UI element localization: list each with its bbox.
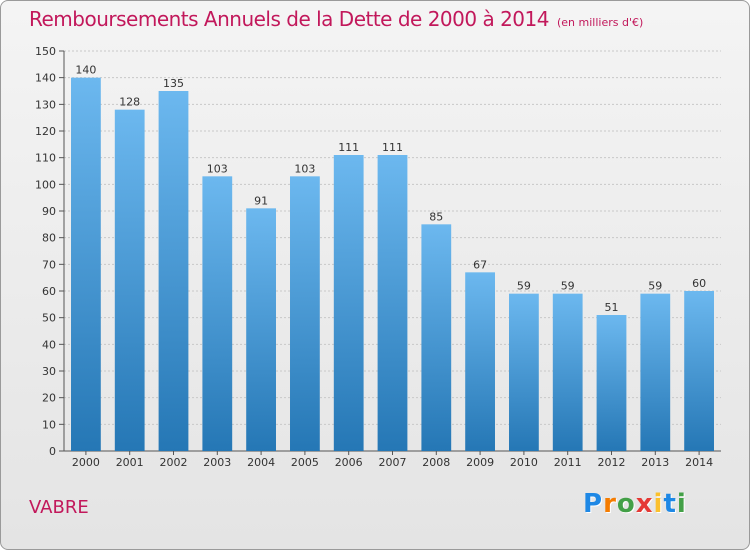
x-tick-label: 2002 xyxy=(160,456,188,469)
y-tick-label: 140 xyxy=(35,72,56,85)
proxiti-logo: Proxiti xyxy=(583,489,687,519)
data-label: 128 xyxy=(119,96,140,109)
x-tick-label: 2001 xyxy=(116,456,144,469)
bar xyxy=(596,315,627,451)
bar xyxy=(114,109,145,452)
data-label: 60 xyxy=(692,277,706,290)
bar xyxy=(465,272,495,451)
bar xyxy=(158,91,189,451)
data-label: 67 xyxy=(473,258,487,271)
data-label: 103 xyxy=(207,162,228,175)
logo-letter: i xyxy=(676,489,687,519)
logo-letter: x xyxy=(635,489,654,519)
y-tick-label: 90 xyxy=(42,205,56,218)
y-tick-label: 80 xyxy=(42,232,56,245)
x-tick-label: 2013 xyxy=(641,456,669,469)
y-tick-label: 130 xyxy=(35,98,56,111)
logo-letter: i xyxy=(653,489,664,519)
bar xyxy=(290,176,320,452)
x-tick-label: 2010 xyxy=(510,456,538,469)
data-label: 103 xyxy=(294,162,315,175)
logo-letter: r xyxy=(603,489,617,519)
bar xyxy=(71,77,101,452)
data-label: 140 xyxy=(75,64,96,77)
x-tick-label: 2006 xyxy=(335,456,363,469)
bar xyxy=(509,293,539,451)
x-tick-label: 2005 xyxy=(291,456,319,469)
y-tick-label: 60 xyxy=(42,285,56,298)
x-tick-label: 2011 xyxy=(554,456,582,469)
x-tick-label: 2009 xyxy=(466,456,494,469)
y-tick-label: 0 xyxy=(49,445,56,458)
y-tick-label: 10 xyxy=(42,418,56,431)
x-tick-label: 2003 xyxy=(203,456,231,469)
data-label: 59 xyxy=(517,280,531,293)
x-tick-label: 2004 xyxy=(247,456,275,469)
data-label: 91 xyxy=(254,194,268,207)
commune-name: VABRE xyxy=(29,497,89,518)
bar xyxy=(421,224,452,451)
chart-subtitle: (en milliers d'€) xyxy=(556,16,644,29)
x-tick-label: 2014 xyxy=(685,456,713,469)
data-label: 111 xyxy=(338,141,359,154)
data-label: 135 xyxy=(163,77,184,90)
x-tick-label: 2012 xyxy=(598,456,626,469)
y-tick-label: 70 xyxy=(42,258,56,271)
data-label: 85 xyxy=(429,210,443,223)
bar xyxy=(202,176,233,452)
logo-letter: o xyxy=(616,489,636,519)
chart-title-text: Remboursements Annuels de la Dette de 20… xyxy=(29,7,549,31)
data-label: 111 xyxy=(382,141,403,154)
data-label: 59 xyxy=(561,280,575,293)
bar xyxy=(640,293,671,451)
bar xyxy=(333,155,364,451)
y-tick-label: 110 xyxy=(35,152,56,165)
y-tick-label: 30 xyxy=(42,365,56,378)
y-tick-label: 100 xyxy=(35,178,56,191)
y-tick-label: 150 xyxy=(35,45,56,58)
y-tick-label: 50 xyxy=(42,312,56,325)
y-tick-label: 20 xyxy=(42,392,56,405)
logo-letter: t xyxy=(663,489,677,519)
bar xyxy=(684,291,714,451)
bar xyxy=(246,208,276,451)
data-label: 51 xyxy=(605,301,619,314)
y-tick-label: 120 xyxy=(35,125,56,138)
x-tick-label: 2007 xyxy=(379,456,407,469)
bar xyxy=(377,155,408,451)
y-tick-label: 40 xyxy=(42,338,56,351)
data-label: 59 xyxy=(648,280,662,293)
x-tick-label: 2000 xyxy=(72,456,100,469)
bar xyxy=(552,293,583,451)
chart-title: Remboursements Annuels de la Dette de 20… xyxy=(29,7,643,31)
x-tick-label: 2008 xyxy=(422,456,450,469)
logo-letter: P xyxy=(583,489,604,519)
